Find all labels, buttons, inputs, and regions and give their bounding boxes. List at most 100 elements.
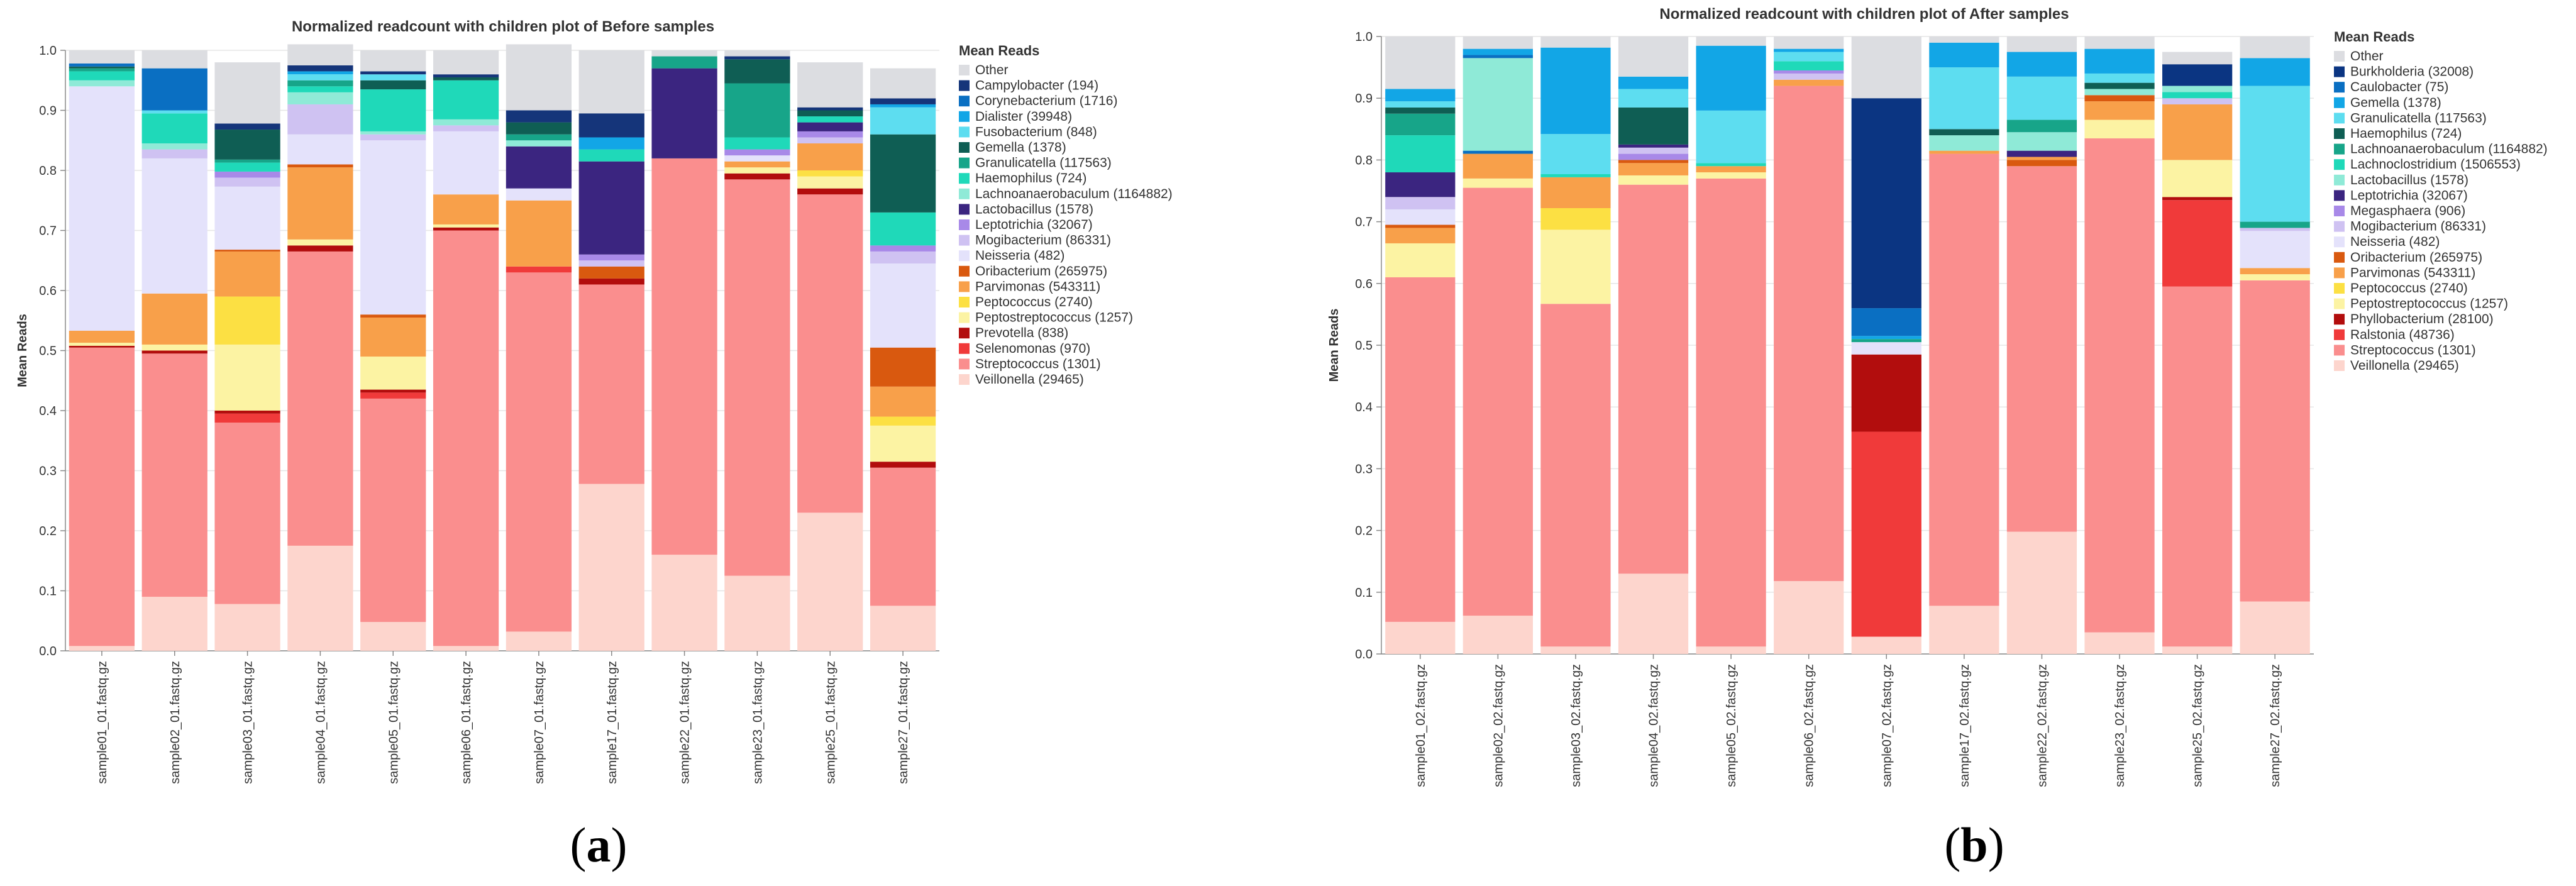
bar-segment — [2084, 632, 2155, 654]
bar-segment — [870, 347, 936, 387]
legend-item: Streptococcus (1301) — [2334, 343, 2476, 357]
legend-title: Mean Reads — [959, 43, 1039, 58]
bar-segment — [1774, 48, 1844, 52]
legend-label: Mogibacterium (86331) — [975, 233, 1111, 248]
bar-segment — [214, 186, 280, 250]
bar-segment — [1774, 70, 1844, 74]
bar-segment — [360, 314, 426, 318]
bar-segment — [2162, 104, 2233, 160]
bar-segment — [69, 80, 135, 87]
bar-segment — [797, 131, 863, 138]
bar-segment — [1774, 79, 1844, 86]
bar-segment — [69, 71, 135, 80]
legend-item: Lachnoanaerobaculum (1164882) — [2334, 142, 2548, 157]
legend-label: Dialister (39948) — [975, 109, 1072, 124]
bar-segment — [141, 143, 207, 150]
bar-segment — [2240, 36, 2310, 58]
legend-item: Corynebacterium (1716) — [959, 94, 1117, 108]
legend-label: Leptotrichia (32067) — [2350, 188, 2468, 202]
legend-item: Veillonella (29465) — [2334, 358, 2459, 373]
bar-segment — [1929, 67, 1999, 130]
legend-label: Ralstonia (48736) — [2350, 328, 2455, 342]
legend-swatch — [2334, 190, 2345, 201]
bar-segment — [287, 167, 353, 240]
bar-segment — [1540, 177, 1611, 208]
bar-segment — [69, 50, 135, 64]
legend-label: Parvimonas (543311) — [2350, 265, 2475, 280]
bar-segment — [870, 425, 936, 462]
legend-item: Gemella (1378) — [959, 140, 1066, 155]
y-tick-label: 1.0 — [39, 44, 57, 58]
legend-item: Other — [2334, 49, 2384, 64]
legend-label: Prevotella (838) — [975, 326, 1068, 340]
bar-segment — [797, 116, 863, 123]
caption-close-paren: ) — [611, 817, 627, 872]
bar-segment — [287, 74, 353, 80]
legend-item: Caulobacter (75) — [2334, 80, 2448, 94]
y-tick-label: 0.0 — [1355, 648, 1373, 662]
legend-label: Gemella (1378) — [2350, 96, 2441, 110]
caption-letter: b — [1960, 817, 1987, 872]
bar-segment — [141, 149, 207, 158]
legend-swatch — [2334, 267, 2345, 279]
bar-segment — [724, 155, 790, 162]
legend-label: Veillonella (29465) — [975, 372, 1084, 387]
bar-segment — [360, 317, 426, 357]
bar-segment — [1540, 208, 1611, 230]
legend-swatch — [2334, 252, 2345, 263]
x-tick-label: sample17_01.fastq.gz — [605, 661, 619, 784]
bar-segment — [1774, 36, 1844, 49]
bar-segment — [360, 140, 426, 315]
legend-item: Neisseria (482) — [2334, 235, 2440, 249]
bar-segment — [1851, 431, 1921, 637]
bar-segment — [1385, 36, 1456, 89]
bar-segment — [870, 386, 936, 417]
legend-label: Phyllobacterium (28100) — [2350, 312, 2494, 326]
caption-letter: a — [587, 817, 611, 872]
bar-segment — [506, 272, 572, 632]
bar-segment — [287, 92, 353, 104]
legend-swatch — [959, 281, 970, 292]
y-tick-label: 0.5 — [39, 345, 57, 358]
y-tick-label: 0.7 — [1355, 216, 1373, 230]
bar-segment — [214, 250, 280, 252]
legend-item: Prevotella (838) — [959, 326, 1068, 340]
bar-segment — [1540, 134, 1611, 174]
bar-segment — [651, 158, 717, 555]
bar-segment — [1540, 36, 1611, 48]
bar-segment — [2240, 86, 2310, 222]
bar-segment — [578, 266, 644, 279]
bar-segment — [360, 74, 426, 80]
chart-title: Normalized readcount with children plot … — [292, 18, 714, 35]
legend-item: Haemophilus (724) — [959, 171, 1086, 186]
bar-segment — [1618, 36, 1689, 77]
bar-segment — [287, 104, 353, 135]
legend-item: Peptostreptococcus (1257) — [959, 311, 1133, 325]
bar-segment — [1462, 178, 1533, 188]
bar-segment — [433, 50, 499, 75]
bar-segment — [1462, 48, 1533, 55]
bar-segment — [1385, 621, 1456, 654]
bar-segment — [2240, 268, 2310, 275]
bar-segment — [214, 413, 280, 423]
bar-segment — [797, 170, 863, 177]
legend-swatch — [2334, 298, 2345, 309]
x-tick-label: sample01_02.fastq.gz — [1414, 664, 1428, 787]
bar-segment — [1774, 73, 1844, 80]
bar-segment — [651, 50, 717, 57]
y-tick-label: 0.8 — [39, 164, 57, 178]
bar-segment — [141, 293, 207, 345]
bar-segment — [69, 345, 135, 348]
bar-segment — [1385, 135, 1456, 173]
legend-swatch — [959, 374, 970, 385]
x-tick-label: sample03_01.fastq.gz — [241, 661, 255, 784]
legend-title: Mean Reads — [2334, 29, 2414, 45]
legend-item: Lactobacillus (1578) — [959, 202, 1093, 216]
legend-label: Burkholderia (32008) — [2350, 65, 2474, 79]
bar-segment — [2162, 646, 2233, 654]
legend-item: Ralstonia (48736) — [2334, 328, 2455, 342]
bar-segment — [1929, 36, 1999, 43]
bar-segment — [69, 347, 135, 646]
bar-segment — [1696, 36, 1766, 46]
bar-segment — [1385, 101, 1456, 108]
